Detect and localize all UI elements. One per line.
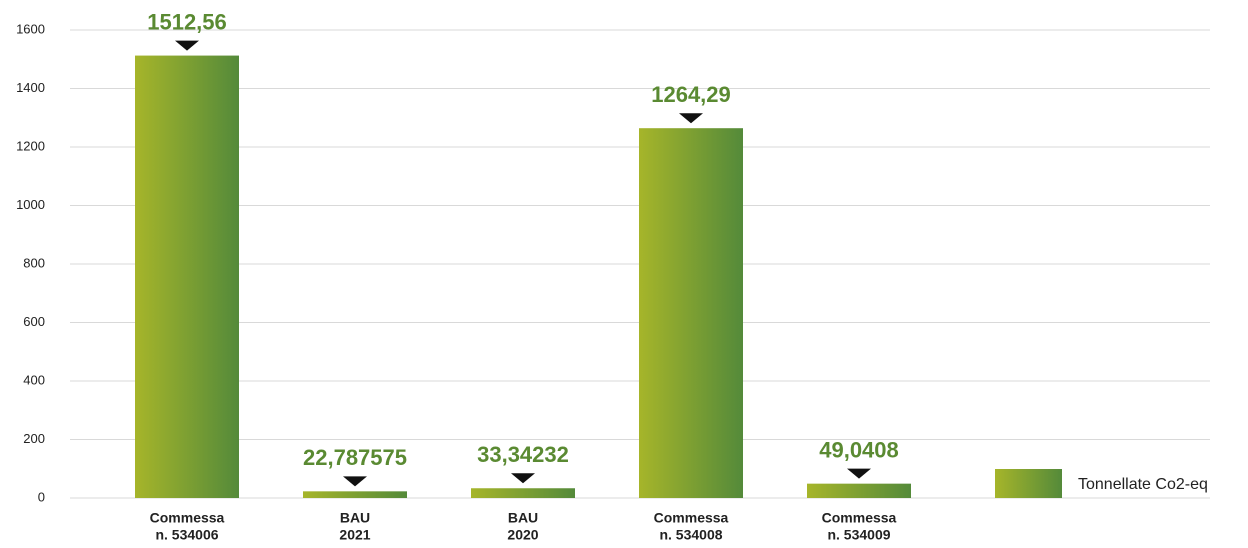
y-tick-label: 1000	[16, 197, 45, 212]
y-tick-label: 1600	[16, 21, 45, 36]
label-pointer	[847, 468, 871, 479]
bar	[807, 483, 911, 498]
bar	[471, 488, 575, 498]
y-tick-label: 800	[23, 255, 45, 270]
y-tick-label: 400	[23, 372, 45, 387]
label-pointer	[511, 473, 535, 484]
bar	[135, 55, 239, 498]
value-label: 33,34232	[477, 442, 569, 467]
value-label: 49,0408	[819, 437, 899, 462]
bar	[303, 491, 407, 498]
x-tick-label: n. 534009	[827, 527, 890, 543]
value-label: 1264,29	[651, 82, 731, 107]
y-tick-label: 200	[23, 431, 45, 446]
value-label: 1512,56	[147, 9, 227, 34]
x-tick-label: Commessa	[822, 510, 897, 526]
x-tick-label: Commessa	[150, 510, 225, 526]
x-tick-label: BAU	[508, 510, 538, 526]
x-tick-label: 2020	[507, 527, 538, 543]
label-pointer	[679, 113, 703, 124]
label-pointer	[175, 40, 199, 51]
legend-label: Tonnellate Co2-eq	[1078, 476, 1208, 493]
x-tick-label: BAU	[340, 510, 370, 526]
y-tick-label: 0	[38, 489, 45, 504]
value-label: 22,787575	[303, 445, 407, 470]
x-tick-label: 2021	[339, 527, 370, 543]
y-tick-label: 1400	[16, 80, 45, 95]
y-tick-label: 1200	[16, 138, 45, 153]
x-tick-label: n. 534008	[659, 527, 722, 543]
label-pointer	[343, 476, 367, 487]
x-tick-label: n. 534006	[155, 527, 218, 543]
bar	[639, 128, 743, 498]
y-tick-label: 600	[23, 314, 45, 329]
legend-swatch	[995, 469, 1062, 498]
x-tick-label: Commessa	[654, 510, 729, 526]
